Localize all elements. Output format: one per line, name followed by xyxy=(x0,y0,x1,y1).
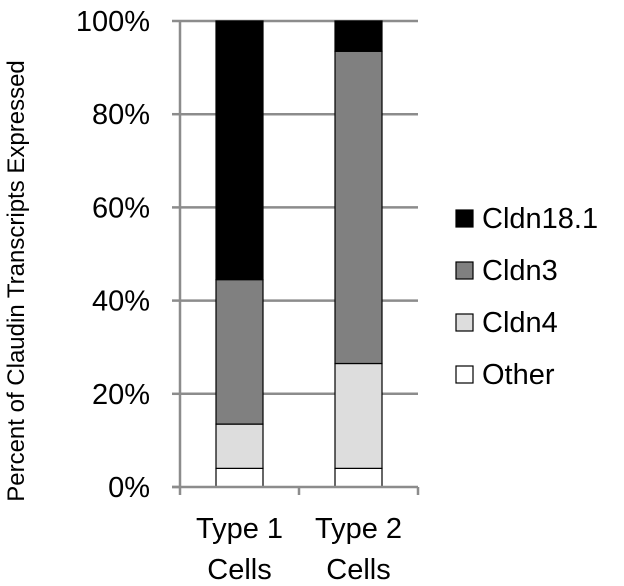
y-tick-label: 20% xyxy=(92,379,150,411)
y-tick-label: 0% xyxy=(108,472,150,504)
bar-segment-cldn4 xyxy=(334,362,383,469)
legend-label: Cldn4 xyxy=(482,307,558,339)
y-tick-label: 80% xyxy=(92,99,150,131)
y-tick-label: 100% xyxy=(76,6,150,38)
y-tick-labels: 0% 20% 40% 60% 80% 100% xyxy=(76,6,150,504)
legend-swatch xyxy=(455,209,474,228)
bar-segment-cldn18-1 xyxy=(334,20,383,52)
legend-label: Other xyxy=(482,359,555,391)
bar-segment-cldn18-1 xyxy=(215,20,264,281)
legend-label: Cldn3 xyxy=(482,255,558,287)
bars xyxy=(215,20,383,488)
bar-segment-other xyxy=(334,467,383,488)
bar-segment-cldn3 xyxy=(334,50,383,365)
x-category-label: Cells xyxy=(326,554,390,586)
legend-label: Cldn18.1 xyxy=(482,203,598,235)
bar-segment-cldn4 xyxy=(215,423,264,469)
legend: Cldn18.1 Cldn3 Cldn4 Other xyxy=(455,203,598,391)
legend-swatch xyxy=(455,313,474,332)
x-category-labels: Type 1 Cells Type 2 Cells xyxy=(196,513,402,586)
y-tick-label: 40% xyxy=(92,286,150,318)
x-category-label: Type 1 xyxy=(196,513,283,545)
bar-segment-cldn3 xyxy=(215,279,264,425)
x-category-label: Cells xyxy=(207,554,271,586)
x-category-label: Type 2 xyxy=(315,513,402,545)
y-axis-label: Percent of Claudin Transcripts Expressed xyxy=(3,60,30,502)
axes xyxy=(172,19,420,495)
legend-swatch xyxy=(455,261,474,280)
y-tick-label: 60% xyxy=(92,192,150,224)
legend-swatch xyxy=(455,365,474,384)
bar-segment-other xyxy=(215,467,264,488)
